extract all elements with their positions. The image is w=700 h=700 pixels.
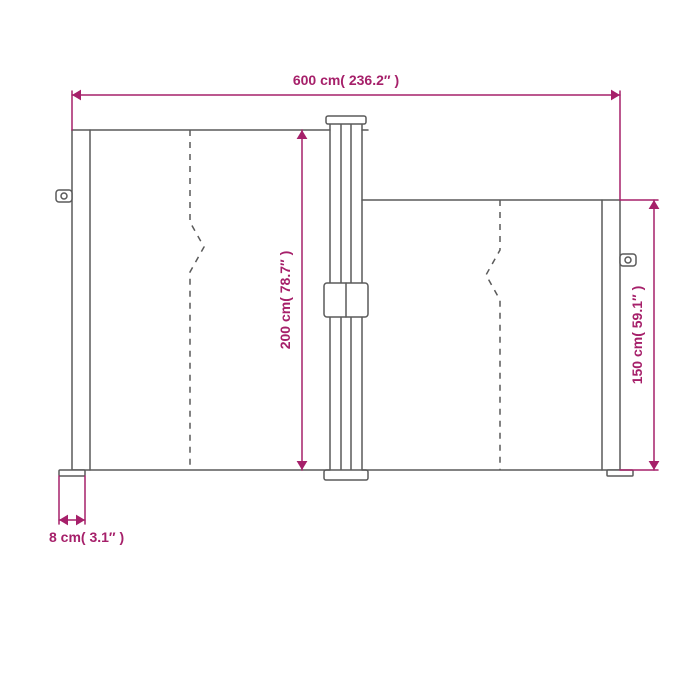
dimension-height-150-label: 150 cm( 59.1″ ): [629, 286, 645, 385]
dimension-diagram: 600 cm( 236.2″ ) 200 cm( 78.7″ ) 150 cm( 5…: [0, 0, 700, 700]
right-bracket: [620, 254, 636, 266]
fold-line-left: [190, 130, 204, 470]
dimension-width-label: 600 cm( 236.2″ ): [293, 72, 399, 88]
left-bracket: [56, 190, 72, 202]
dimension-base-label: 8 cm( 3.1″ ): [49, 529, 124, 545]
fold-line-right: [486, 200, 500, 470]
dimension-height-200-label: 200 cm( 78.7″ ): [277, 251, 293, 350]
product-outline: [56, 116, 636, 480]
